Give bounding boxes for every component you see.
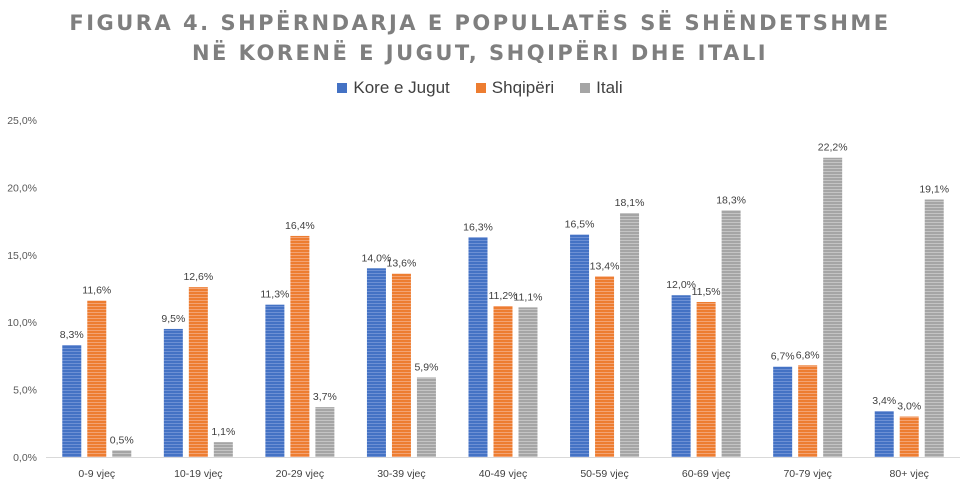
bar-shqip-ri-6 <box>696 301 716 457</box>
legend-swatch-shqiperi <box>475 83 486 93</box>
x-category-label: 10-19 vjeç <box>174 468 222 480</box>
chart-title-line-2: NË KORENË E JUGUT, SHQIPËRI DHE ITALI <box>191 41 769 65</box>
x-category-label: 70-79 vjeç <box>783 468 831 480</box>
bar-itali-4 <box>518 307 538 457</box>
bar-kore-e-jugut-5 <box>570 234 590 457</box>
y-tick-label: 15,0% <box>7 250 37 262</box>
bar-itali-1 <box>213 442 233 457</box>
data-label: 3,7% <box>313 391 337 403</box>
bar-shqip-ri-3 <box>391 273 411 457</box>
data-label: 22,2% <box>818 142 848 154</box>
bar-shqip-ri-7 <box>798 365 818 457</box>
x-category-label: 0-9 vjeç <box>78 468 115 480</box>
data-label: 18,1% <box>615 197 645 209</box>
x-category-label: 30-39 vjeç <box>377 468 425 480</box>
data-label: 13,6% <box>387 258 417 270</box>
bar-kore-e-jugut-0 <box>62 345 82 457</box>
legend-label-shqiperi: Shqipëri <box>491 78 555 97</box>
bar-itali-0 <box>112 450 132 457</box>
chart-title-line-1: FIGURA 4. SHPËRNDARJA E POPULLATËS SË SH… <box>69 11 891 35</box>
x-category-label: 50-59 vjeç <box>580 468 628 480</box>
data-label: 11,2% <box>489 290 518 302</box>
data-label: 14,0% <box>362 252 392 264</box>
data-label: 6,7% <box>771 351 795 363</box>
data-label: 11,6% <box>82 285 111 297</box>
data-label: 16,4% <box>285 220 315 232</box>
bar-shqip-ri-5 <box>595 276 615 457</box>
legend-swatch-kore-e-jugut <box>337 83 348 93</box>
x-category-label: 20-29 vjeç <box>276 468 324 480</box>
x-category-label: 40-49 vjeç <box>479 468 527 480</box>
data-label: 13,4% <box>590 260 620 272</box>
bar-kore-e-jugut-3 <box>366 268 386 457</box>
legend-item-itali: Itali <box>580 78 623 98</box>
data-label: 1,1% <box>211 426 235 438</box>
bar-kore-e-jugut-1 <box>163 328 183 457</box>
data-label: 12,0% <box>666 279 696 291</box>
chart-legend: Kore e Jugut Shqipëri Itali <box>0 78 960 98</box>
y-tick-label: 20,0% <box>7 182 37 194</box>
bar-shqip-ri-8 <box>899 416 919 457</box>
legend-item-kore-e-jugut: Kore e Jugut <box>337 78 450 98</box>
legend-item-shqiperi: Shqipëri <box>475 78 555 98</box>
data-label: 9,5% <box>161 313 185 325</box>
bar-kore-e-jugut-4 <box>468 237 488 457</box>
data-label: 5,9% <box>414 361 438 373</box>
data-label: 3,0% <box>897 401 921 413</box>
bar-shqip-ri-1 <box>188 287 208 457</box>
y-tick-label: 10,0% <box>7 317 37 329</box>
legend-label-kore-e-jugut: Kore e Jugut <box>353 78 450 97</box>
y-tick-label: 5,0% <box>13 385 37 397</box>
chart-title: FIGURA 4. SHPËRNDARJA E POPULLATËS SË SH… <box>0 8 960 68</box>
bar-kore-e-jugut-6 <box>671 295 691 457</box>
bar-shqip-ri-4 <box>493 306 513 457</box>
data-label: 0,5% <box>110 434 134 446</box>
bar-itali-5 <box>620 213 640 457</box>
x-category-label: 60-69 vjeç <box>682 468 730 480</box>
x-category-label: 80+ vjeç <box>890 468 929 480</box>
bar-kore-e-jugut-2 <box>265 304 285 457</box>
bar-kore-e-jugut-8 <box>874 411 894 457</box>
y-tick-label: 25,0% <box>7 115 37 127</box>
data-label: 11,5% <box>692 286 721 298</box>
y-tick-label: 0,0% <box>13 452 37 464</box>
data-label: 3,4% <box>872 395 896 407</box>
data-label: 6,8% <box>796 349 820 361</box>
bar-itali-3 <box>416 377 436 457</box>
legend-swatch-itali <box>580 83 591 93</box>
data-label: 11,3% <box>260 289 289 301</box>
data-label: 16,5% <box>565 219 595 231</box>
data-label: 19,1% <box>919 184 949 196</box>
legend-label-itali: Itali <box>596 78 623 97</box>
bar-kore-e-jugut-7 <box>773 366 793 457</box>
bar-shqip-ri-2 <box>290 235 310 457</box>
bar-itali-2 <box>315 407 335 457</box>
data-label: 18,3% <box>716 194 746 206</box>
bar-itali-8 <box>924 199 944 458</box>
bar-itali-6 <box>721 210 741 457</box>
data-label: 16,3% <box>463 221 493 233</box>
data-label: 12,6% <box>183 271 213 283</box>
bar-itali-7 <box>823 157 843 457</box>
data-label: 11,1% <box>514 291 543 303</box>
bar-shqip-ri-0 <box>87 300 107 457</box>
data-label: 8,3% <box>60 329 84 341</box>
